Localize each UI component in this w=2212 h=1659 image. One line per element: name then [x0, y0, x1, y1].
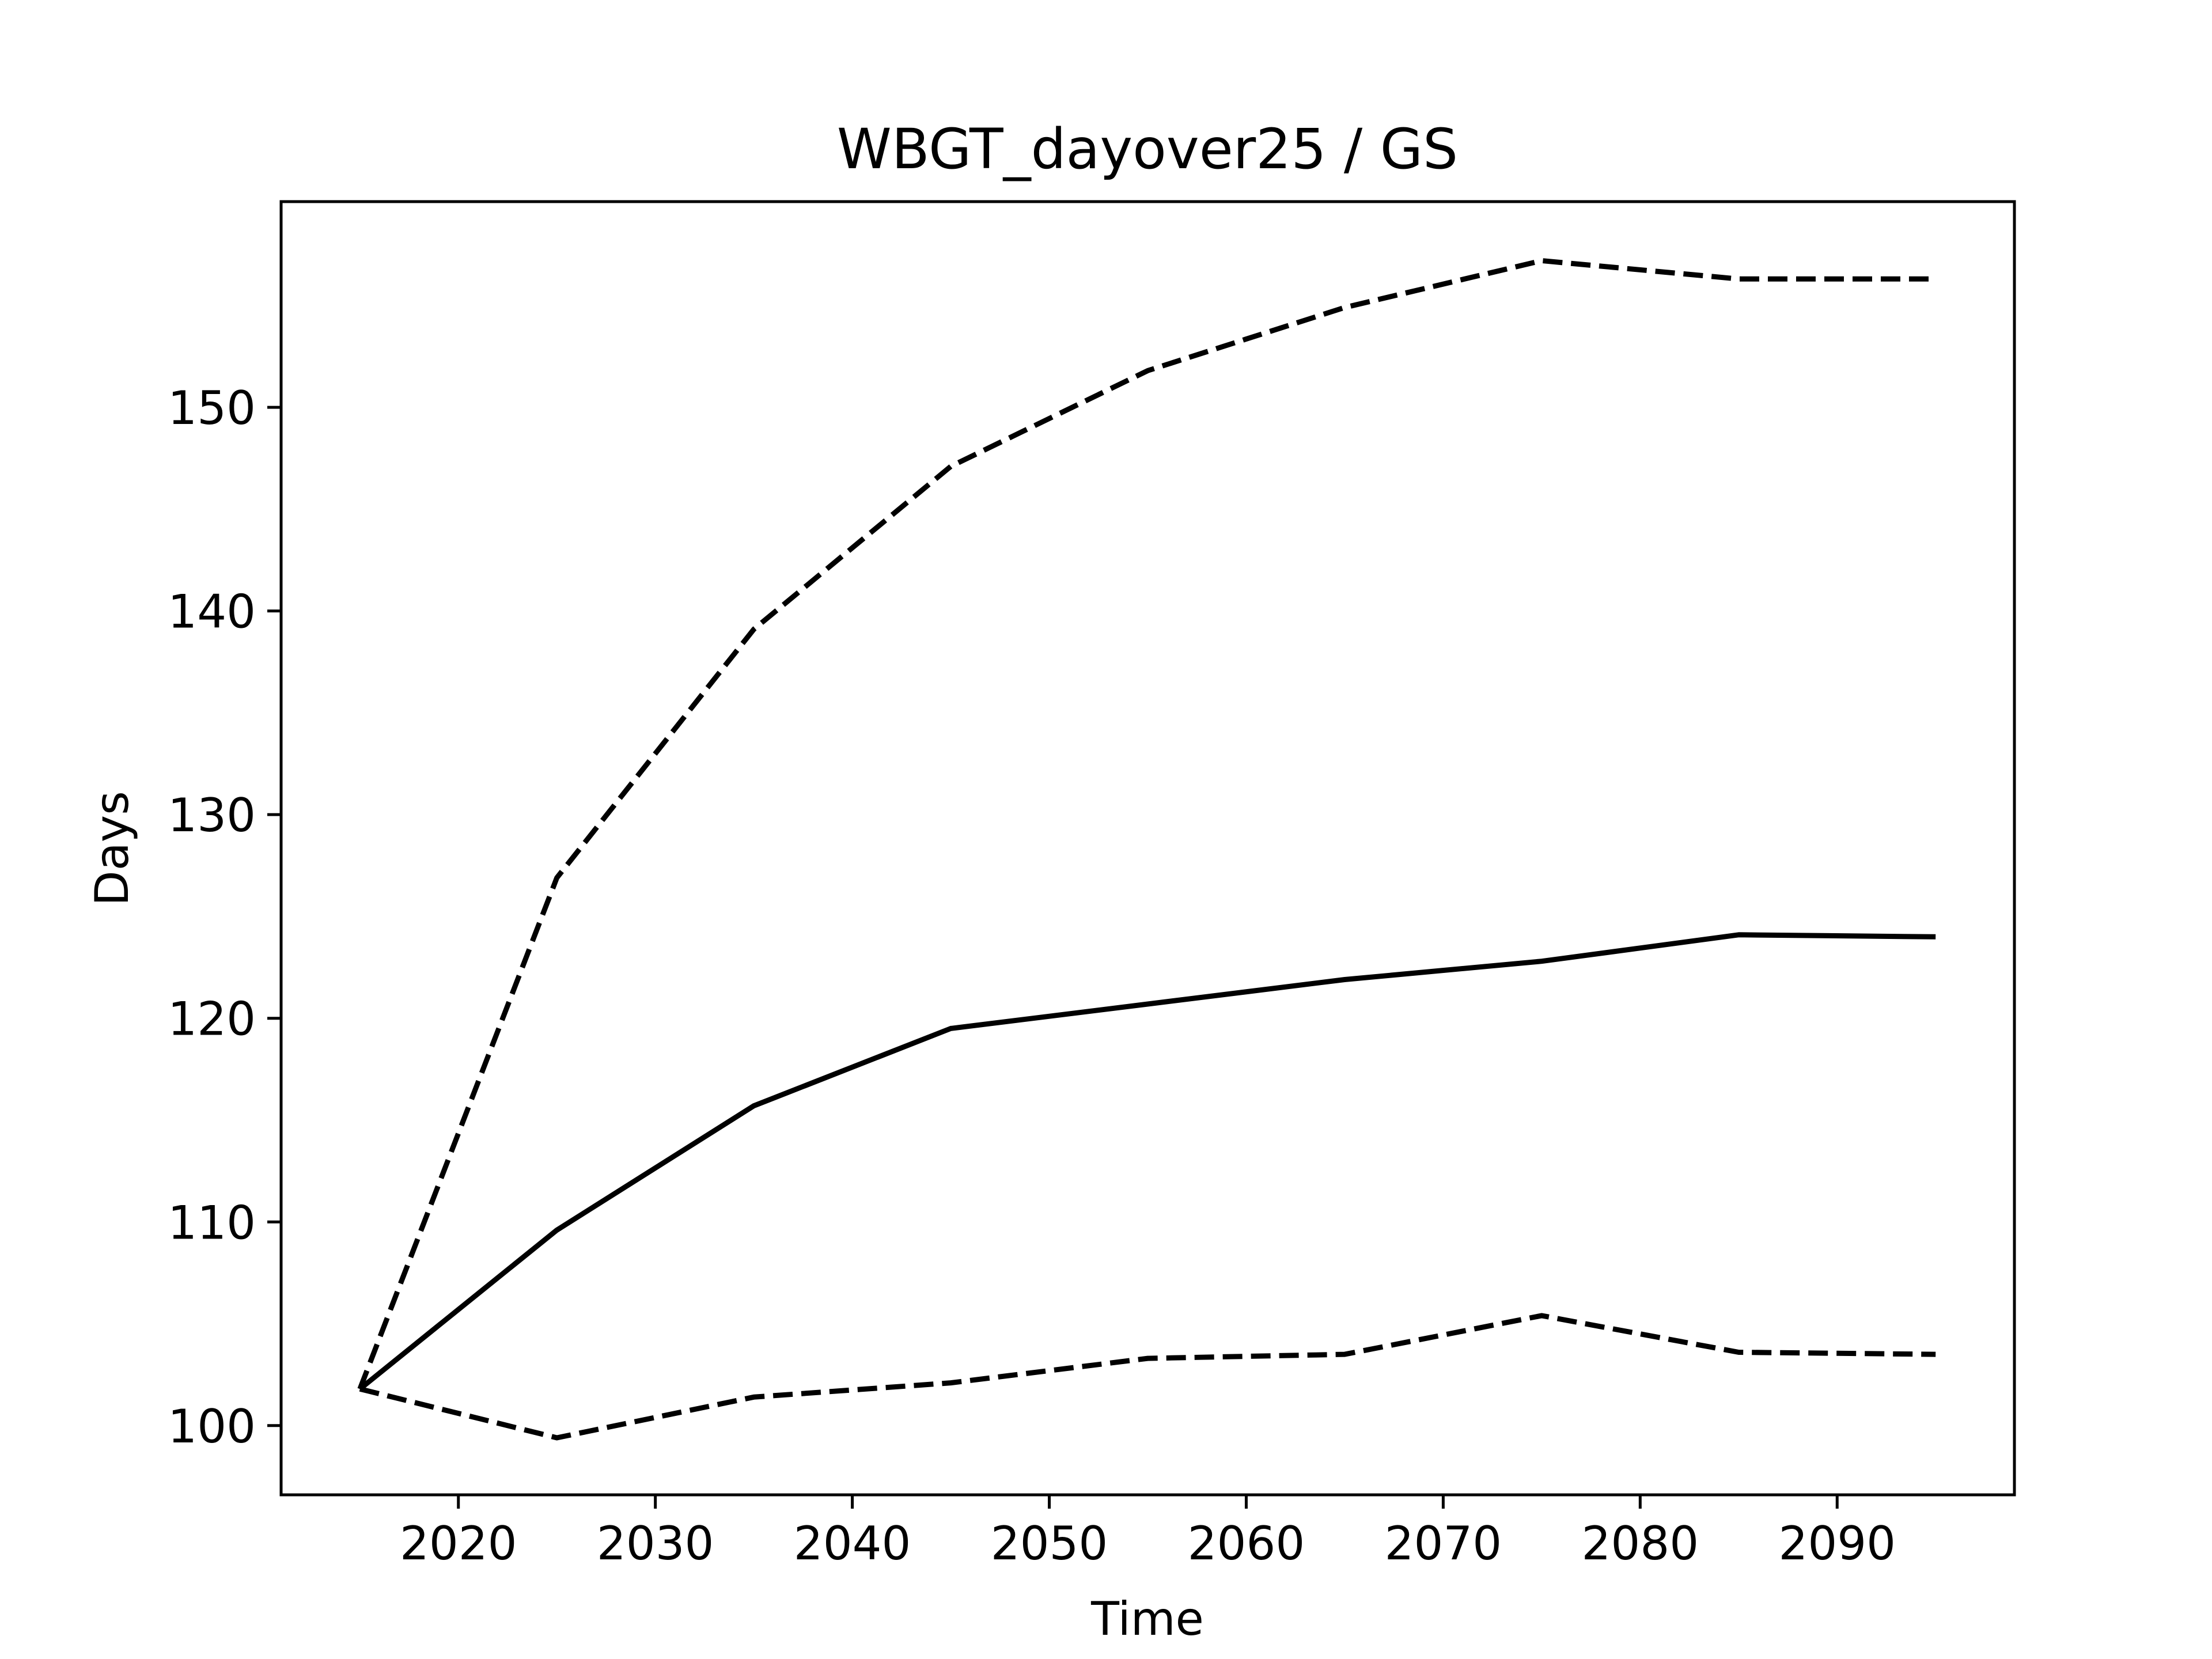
x-axis-ticks: 2020 2030 2040 2050 2060 2070 2080 2090 — [400, 1495, 1896, 1570]
median-line — [358, 932, 1936, 1391]
x-tick-label: 2050 — [991, 1517, 1108, 1570]
y-tick-label: 100 — [168, 1400, 256, 1453]
y-tick-label: 130 — [168, 789, 256, 842]
y-tick-label: 110 — [168, 1196, 256, 1249]
x-tick-label: 2040 — [794, 1517, 911, 1570]
y-tick-label: 150 — [168, 381, 256, 435]
x-tick-label: 2030 — [597, 1517, 714, 1570]
x-axis-label: Time — [1090, 1592, 1204, 1646]
x-tick-label: 2090 — [1778, 1517, 1896, 1570]
chart-title: WBGT_dayover25 / GS — [837, 117, 1458, 181]
y-tick-label: 120 — [168, 993, 256, 1046]
x-tick-label: 2060 — [1188, 1517, 1305, 1570]
x-tick-label: 2070 — [1385, 1517, 1502, 1570]
x-tick-label: 2020 — [400, 1517, 517, 1570]
y-axis-label: Days — [85, 791, 139, 906]
y-tick-label: 140 — [168, 585, 256, 639]
lower-bound-line — [359, 1313, 1936, 1441]
series-layer — [357, 258, 1936, 1441]
x-tick-label: 2080 — [1582, 1517, 1699, 1570]
upper-bound-line — [357, 258, 1936, 1390]
y-axis-ticks: 100 110 120 130 140 150 — [168, 381, 281, 1453]
plot-frame — [279, 200, 2016, 1497]
